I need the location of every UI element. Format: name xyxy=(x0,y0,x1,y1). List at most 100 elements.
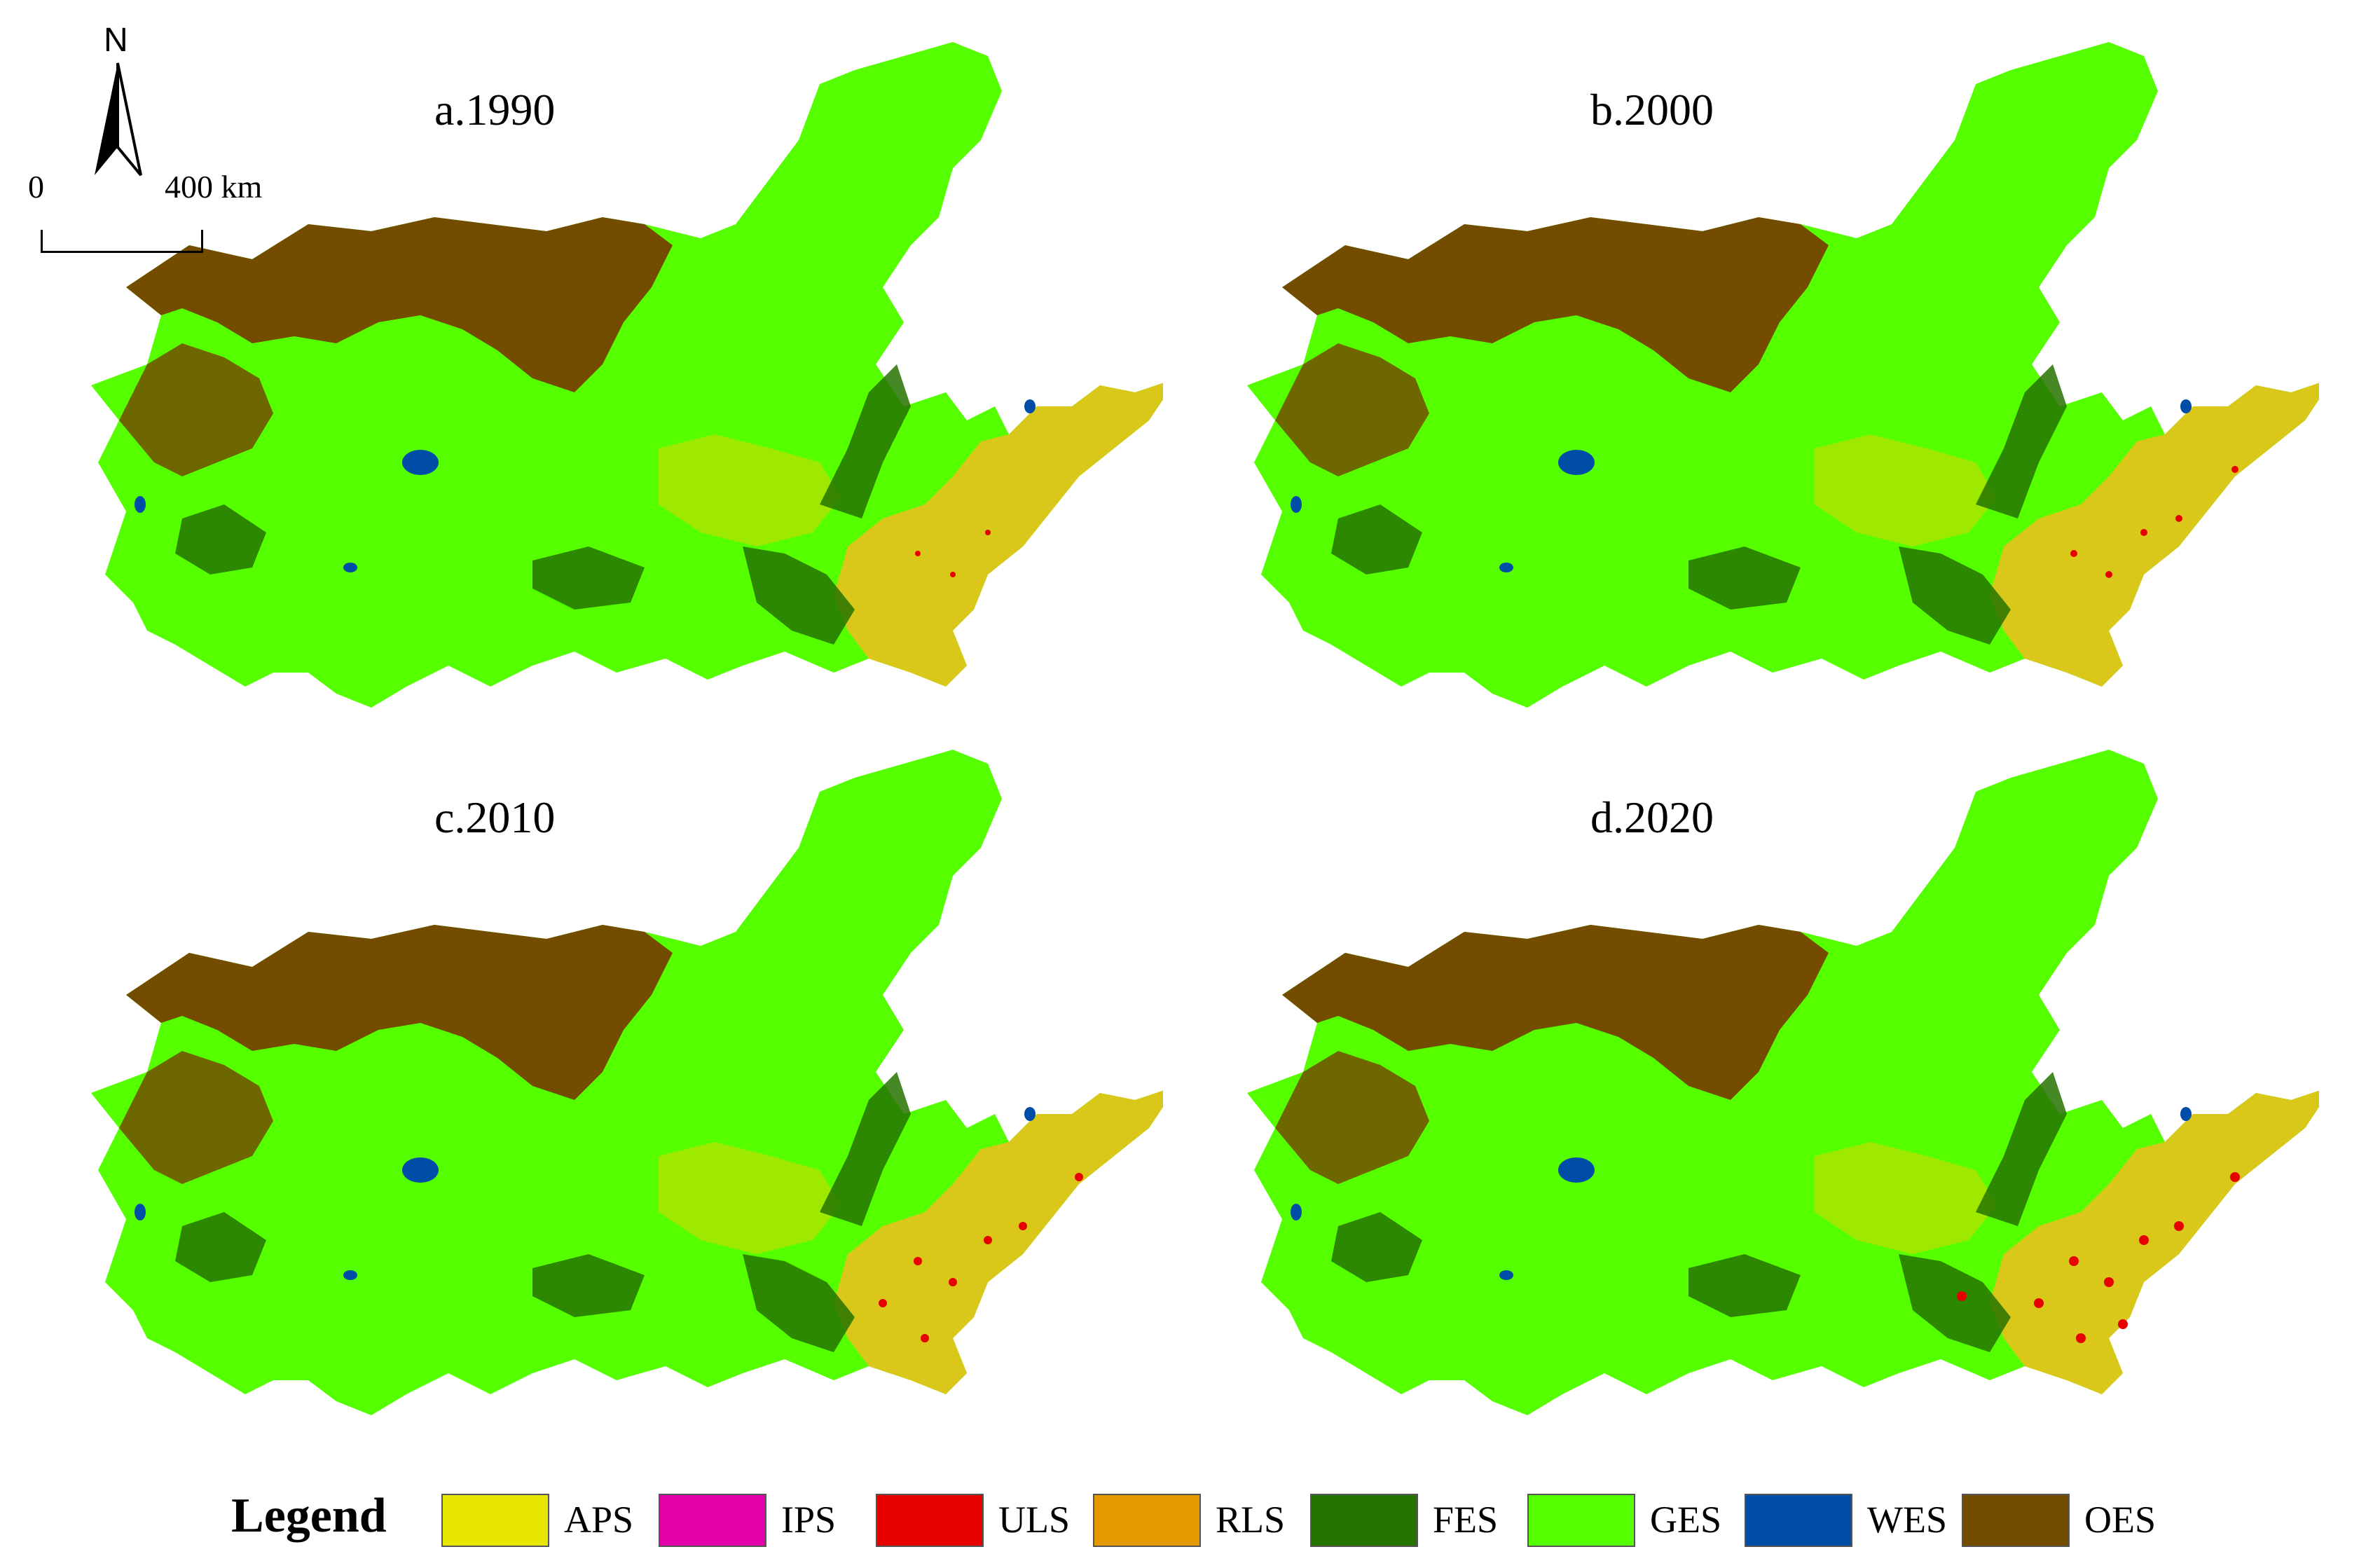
map-region-wes xyxy=(135,496,146,513)
scale-bar: 0 400 km xyxy=(28,168,322,266)
north-arrow: N xyxy=(84,21,154,177)
map-region-uls xyxy=(1019,1222,1027,1230)
map-region-uls xyxy=(950,572,956,577)
map-region-wes xyxy=(1024,399,1036,413)
map-region-uls xyxy=(1075,1173,1083,1181)
legend-swatch xyxy=(441,1494,549,1547)
map-region-uls xyxy=(2175,515,2182,522)
map-region-oes xyxy=(126,217,673,392)
legend-label: APS xyxy=(564,1499,634,1541)
map-region-fes xyxy=(1899,1254,2011,1352)
map-region-fes xyxy=(820,1072,911,1226)
map-panel-1990: a.1990 xyxy=(42,14,1163,715)
map-region-oes xyxy=(1282,925,1829,1100)
map-region-fes xyxy=(175,1212,266,1282)
legend-swatch xyxy=(1093,1494,1201,1547)
map-region-uls xyxy=(2140,529,2147,536)
map-region-aps xyxy=(834,1090,1163,1394)
scale-start-label: 0 xyxy=(28,169,44,205)
scale-bar-line xyxy=(41,230,203,253)
legend-title: Legend xyxy=(231,1489,387,1543)
map-region-uls xyxy=(1957,1291,1967,1301)
map-region-wes xyxy=(1499,1270,1513,1280)
map-region-fes xyxy=(1976,1072,2067,1226)
map-region-uls xyxy=(2118,1319,2128,1329)
map-region-uls xyxy=(949,1278,957,1286)
map-region-aps xyxy=(1990,1090,2319,1394)
map-region-wes xyxy=(1291,496,1302,513)
map-region-oes xyxy=(119,343,273,476)
panel-title: c.2010 xyxy=(434,792,556,842)
map-region-uls xyxy=(2105,571,2112,578)
map-region-uls xyxy=(2076,1333,2086,1343)
map-region-fes xyxy=(175,504,266,575)
map-region-wes xyxy=(402,450,439,475)
legend-label: IPS xyxy=(781,1499,837,1541)
legend-label: GES xyxy=(1650,1499,1722,1541)
map-region-uls xyxy=(2174,1221,2184,1231)
map-graphic xyxy=(1247,750,2319,1415)
map-region-fes xyxy=(532,546,645,610)
panel-title: b.2000 xyxy=(1590,85,1714,135)
legend-swatch xyxy=(1527,1494,1635,1547)
map-region-oes xyxy=(126,925,673,1100)
map-region-uls xyxy=(2231,466,2238,473)
map-region-oes xyxy=(1275,343,1429,476)
map-region-aps xyxy=(1990,383,2319,687)
map-panel-2020: d.2020 xyxy=(1198,722,2319,1422)
legend-swatch xyxy=(1745,1494,1852,1547)
map-region-aps-mixed xyxy=(1815,434,1997,546)
map-region-wes xyxy=(1499,563,1513,572)
map-graphic xyxy=(1247,42,2319,708)
map-region-uls xyxy=(984,1236,992,1244)
map-region-wes xyxy=(1558,1157,1595,1183)
legend-swatch xyxy=(876,1494,984,1547)
map-graphic xyxy=(91,42,1163,708)
map-region-oes xyxy=(119,1051,273,1184)
map-region-oes xyxy=(1275,1051,1429,1184)
panel-title: d.2020 xyxy=(1590,792,1714,842)
map-region-uls xyxy=(985,530,991,535)
map-region-fes xyxy=(1899,546,2011,645)
legend-swatch xyxy=(659,1494,766,1547)
scale-end-label: 400 km xyxy=(165,169,263,205)
map-region-wes xyxy=(1558,450,1595,475)
map-region-fes xyxy=(1331,1212,1422,1282)
map-region-uls xyxy=(915,551,921,556)
map-panel-2000: b.2000 xyxy=(1198,14,2319,715)
legend-swatch xyxy=(1310,1494,1418,1547)
map-region-uls xyxy=(2139,1235,2149,1245)
map-region-uls xyxy=(2069,1256,2079,1266)
map-region-fes xyxy=(532,1254,645,1317)
map-graphic xyxy=(91,750,1163,1415)
map-region-aps-mixed xyxy=(1815,1142,1997,1254)
map-region-fes xyxy=(743,1254,855,1352)
map-region-aps-mixed xyxy=(659,434,841,546)
map-region-fes xyxy=(1331,504,1422,575)
legend-label: ULS xyxy=(998,1499,1071,1541)
map-region-uls xyxy=(921,1334,929,1342)
map-region-aps xyxy=(834,383,1163,687)
map-region-fes xyxy=(1688,1254,1801,1317)
map-region-wes xyxy=(343,563,357,572)
map-region-uls xyxy=(2104,1277,2114,1287)
map-region-fes xyxy=(743,546,855,645)
map-region-wes xyxy=(2180,399,2192,413)
legend-swatch xyxy=(1962,1494,2070,1547)
map-region-wes xyxy=(135,1204,146,1220)
map-region-uls xyxy=(2070,550,2077,557)
map-region-wes xyxy=(343,1270,357,1280)
map-region-fes xyxy=(1976,364,2067,518)
map-region-wes xyxy=(2180,1107,2192,1121)
map-panel-2010: c.2010 xyxy=(42,722,1163,1422)
map-region-uls xyxy=(2230,1172,2240,1182)
legend-label: RLS xyxy=(1216,1499,1286,1541)
north-label: N xyxy=(104,22,128,59)
legend-label: FES xyxy=(1433,1499,1499,1541)
map-region-fes xyxy=(820,364,911,518)
legend-label: OES xyxy=(2084,1499,2157,1541)
map-region-fes xyxy=(1688,546,1801,610)
map-region-oes xyxy=(1282,217,1829,392)
panel-title: a.1990 xyxy=(434,85,556,135)
north-arrow-icon xyxy=(95,62,142,177)
